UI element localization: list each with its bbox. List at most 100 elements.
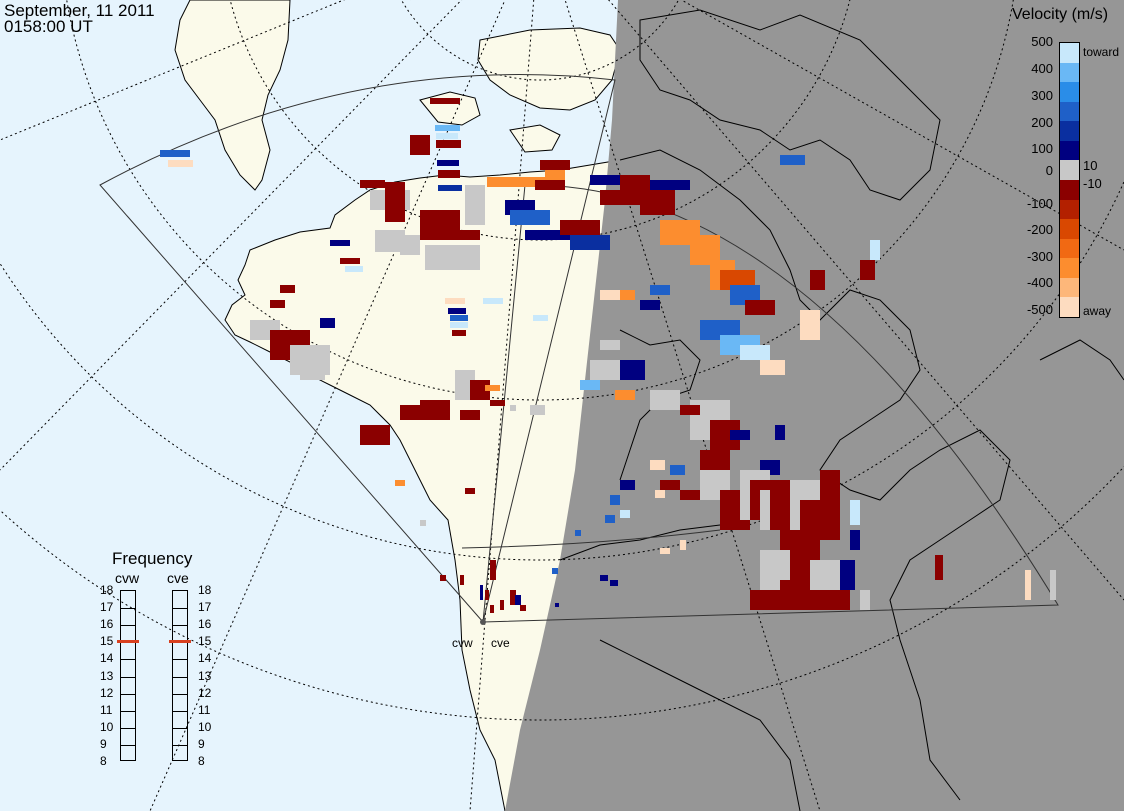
- scatter-cell: [395, 480, 405, 486]
- scatter-cell: [465, 488, 475, 494]
- frequency-scale-box: [172, 590, 188, 761]
- frequency-tick-label: 16: [198, 617, 212, 632]
- scatter-cell: [345, 266, 363, 272]
- frequency-tick-label: 18: [198, 583, 212, 597]
- scatter-cell: [520, 605, 526, 611]
- scatter-cell: [935, 555, 943, 580]
- frequency-radar-label: cvw: [115, 570, 140, 586]
- scatter-cell: [610, 495, 620, 505]
- scatter-cell: [620, 360, 645, 380]
- scatter-cell: [820, 590, 850, 610]
- frequency-scale-line: [173, 659, 187, 661]
- frequency-scale-line: [173, 744, 187, 746]
- frequency-tick-label: 13: [100, 668, 114, 683]
- colorbar-tick-label: -300: [1026, 249, 1053, 264]
- colorbar-swatch: [1060, 43, 1079, 64]
- scatter-cell: [570, 235, 610, 250]
- scatter-cell: [420, 400, 450, 420]
- scatter-cell: [680, 405, 700, 415]
- scatter-cell: [535, 180, 565, 190]
- scatter-cell: [615, 390, 635, 400]
- scatter-cell: [465, 185, 485, 225]
- colorbar-toward-label: toward: [1083, 45, 1120, 59]
- colorbar-swatch: [1060, 121, 1079, 142]
- scatter-cell: [483, 298, 503, 304]
- scatter-cell: [270, 300, 285, 308]
- colorbar-tick-label: 500: [1031, 34, 1053, 49]
- scatter-cell: [500, 600, 504, 610]
- scatter-cell: [490, 400, 505, 406]
- scatter-cell: [555, 603, 559, 607]
- scatter-cell: [680, 490, 700, 500]
- scatter-cell: [760, 360, 785, 375]
- frequency-tick-label: 15: [198, 634, 212, 649]
- scatter-cell: [385, 182, 405, 222]
- site-label-cvw: cvw: [452, 636, 473, 650]
- colorbar-swatch: [1060, 219, 1079, 240]
- colorbar-tick-label: -500: [1026, 302, 1053, 317]
- scatter-cell: [640, 300, 660, 310]
- scatter-cell: [420, 210, 460, 230]
- radar-fov-outlines: [99, 74, 1059, 623]
- scatter-cell: [530, 405, 545, 415]
- frequency-selected-marker: [117, 640, 139, 644]
- colorbar-swatch: [1060, 160, 1079, 181]
- frequency-scale-line: [173, 727, 187, 729]
- scatter-cell: [775, 425, 785, 440]
- frequency-scale-line: [121, 710, 135, 712]
- scatter-cell: [800, 310, 820, 340]
- scatter-cell: [545, 170, 565, 180]
- frequency-scale-line: [121, 659, 135, 661]
- land-alaska: [174, 0, 291, 191]
- colorbar-tick-label: -400: [1026, 275, 1053, 290]
- frequency-scale-line: [173, 693, 187, 695]
- scatter-cell: [340, 258, 360, 264]
- scatter-cell: [650, 390, 680, 410]
- scatter-cell: [730, 430, 750, 440]
- scatter-cell: [655, 490, 665, 498]
- scatter-cell: [485, 590, 489, 600]
- scatter-cell: [420, 520, 426, 526]
- scatter-cell: [445, 298, 465, 304]
- scatter-cell: [640, 190, 675, 215]
- scatter-cell: [410, 135, 430, 155]
- frequency-scale-line: [173, 608, 187, 610]
- scatter-cell: [680, 540, 686, 550]
- scatter-cell: [420, 230, 480, 240]
- frequency-scale-box: [120, 590, 136, 761]
- colorbar-swatch: [1060, 199, 1079, 220]
- scatter-cell: [425, 245, 480, 270]
- scatter-cell: [860, 260, 875, 280]
- frequency-tick-label: 9: [100, 736, 107, 751]
- scatter-cell: [300, 360, 325, 380]
- scatter-cell: [487, 177, 547, 187]
- scatter-cell: [400, 235, 420, 255]
- frequency-radar-label: cve: [167, 570, 189, 586]
- scatter-cell: [460, 575, 464, 585]
- scatter-cell: [670, 465, 685, 475]
- colorbar-swatch: [1060, 277, 1079, 298]
- scatter-cell: [850, 500, 860, 525]
- scatter-cell: [810, 270, 825, 290]
- frequency-tick-label: 13: [198, 668, 212, 683]
- colorbar-swatch: [1060, 297, 1079, 318]
- colorbar-title: Velocity (m/s): [1012, 6, 1109, 23]
- frequency-tick-label: 16: [100, 617, 114, 632]
- scatter-cell: [460, 410, 480, 420]
- frequency-tick-label: 11: [198, 702, 211, 717]
- radar-site-marker: [480, 619, 486, 625]
- colorbar-swatch: [1060, 62, 1079, 83]
- velocity-colorbar: [1059, 42, 1080, 318]
- colorbar-swatch: [1060, 101, 1079, 122]
- night-coastlines: [559, 9, 1124, 811]
- frequency-tick-label: 17: [198, 600, 212, 615]
- scatter-cell: [330, 240, 350, 246]
- frequency-tick-label: 14: [100, 651, 114, 666]
- scatter-cell: [1025, 570, 1031, 600]
- scatter-cell: [600, 340, 620, 350]
- colorbar-tick-label: 100: [1031, 141, 1053, 156]
- scatter-cell: [360, 180, 385, 188]
- scatter-cell: [590, 175, 620, 185]
- scatter-cell: [1050, 570, 1056, 600]
